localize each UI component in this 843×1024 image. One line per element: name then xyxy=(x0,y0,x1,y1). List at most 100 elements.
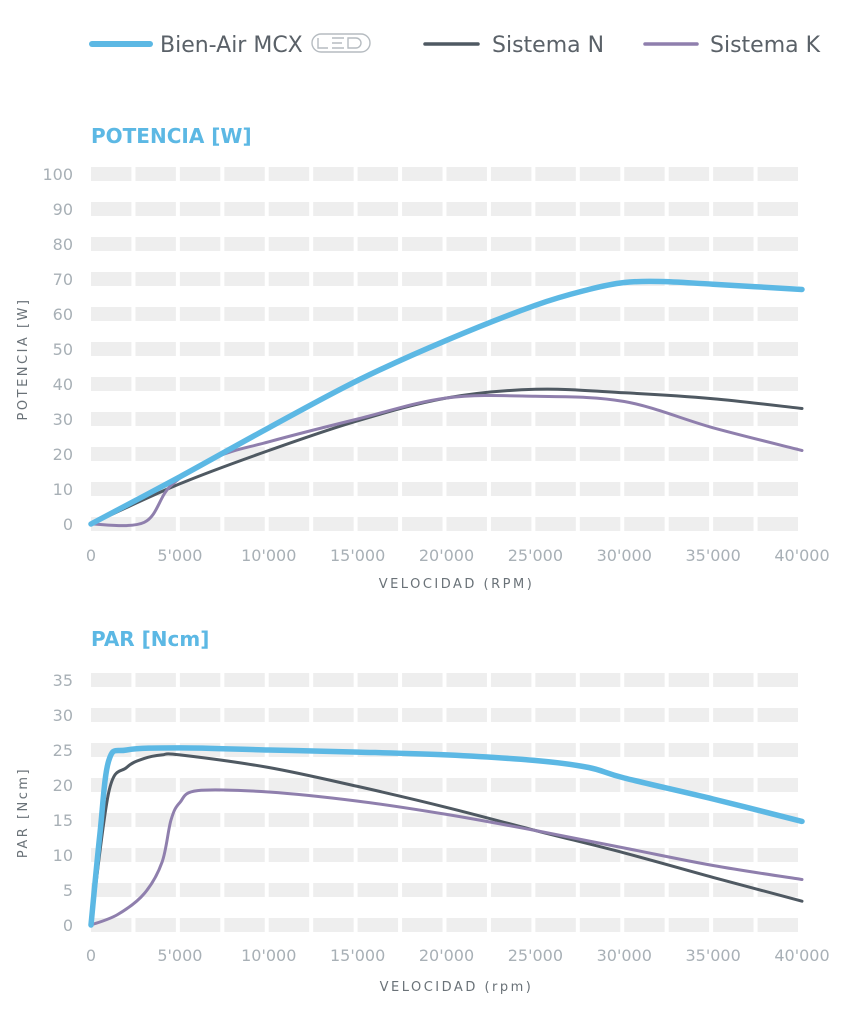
grid-cell xyxy=(91,447,132,461)
grid-cell xyxy=(624,743,665,757)
grid-cell xyxy=(135,237,176,251)
grid-cell xyxy=(313,813,354,827)
x-tick-label: 0 xyxy=(86,546,96,565)
y-tick-label: 60 xyxy=(53,305,73,324)
grid-cell xyxy=(357,848,399,862)
grid-cell xyxy=(179,673,221,687)
grid-cell xyxy=(402,482,443,496)
grid-cell xyxy=(268,883,310,897)
grid-cell xyxy=(757,447,798,461)
y-tick-label: 0 xyxy=(63,916,73,935)
grid-cell xyxy=(490,412,532,426)
grid-cell xyxy=(579,918,621,932)
grid-cell xyxy=(357,447,399,461)
x-tick-label: 10'000 xyxy=(241,946,296,965)
grid-cell xyxy=(757,708,798,722)
grid-cell xyxy=(668,307,710,321)
grid-cell xyxy=(357,673,399,687)
grid-cell xyxy=(713,202,754,216)
grid-cell xyxy=(535,272,576,286)
grid-cell xyxy=(446,673,487,687)
grid-cell xyxy=(402,377,443,391)
grid-cell xyxy=(579,412,621,426)
led-logo-icon xyxy=(311,33,371,53)
grid-cell xyxy=(579,167,621,181)
grid-cell xyxy=(402,272,443,286)
grid-cell xyxy=(402,708,443,722)
x-axis-title: VELOCIDAD (rpm) xyxy=(380,980,534,995)
grid-cell xyxy=(624,167,665,181)
grid-cell xyxy=(624,482,665,496)
grid-cell xyxy=(446,848,487,862)
grid-cell xyxy=(179,167,221,181)
grid-cell xyxy=(402,848,443,862)
grid-cell xyxy=(624,237,665,251)
grid-cell xyxy=(313,708,354,722)
x-tick-label: 20'000 xyxy=(419,946,474,965)
grid-cell xyxy=(446,237,487,251)
grid-cell xyxy=(446,883,487,897)
grid-cell xyxy=(668,447,710,461)
grid-cell xyxy=(402,167,443,181)
grid-cell xyxy=(757,673,798,687)
grid-cell xyxy=(535,237,576,251)
grid-cell xyxy=(402,237,443,251)
x-tick-label: 15'000 xyxy=(330,946,385,965)
grid-cell xyxy=(713,743,754,757)
grid-cell xyxy=(579,673,621,687)
grid-cell xyxy=(446,412,487,426)
grid-cell xyxy=(713,482,754,496)
grid-cell xyxy=(535,167,576,181)
grid-cell xyxy=(757,377,798,391)
grid-cell xyxy=(713,813,754,827)
y-tick-label: 5 xyxy=(63,881,73,900)
grid-cell xyxy=(91,377,132,391)
grid-cell xyxy=(490,778,532,792)
grid-cell xyxy=(624,447,665,461)
grid-cell xyxy=(757,778,798,792)
grid-cell xyxy=(313,167,354,181)
grid-cell xyxy=(224,813,265,827)
y-tick-label: 40 xyxy=(53,375,73,394)
grid-cell xyxy=(757,237,798,251)
grid-cell xyxy=(357,237,399,251)
grid-cell xyxy=(402,447,443,461)
grid-cell xyxy=(135,813,176,827)
grid-cell xyxy=(402,813,443,827)
grid-cell xyxy=(668,342,710,356)
grid-cell xyxy=(268,848,310,862)
grid-cell xyxy=(91,708,132,722)
grid-cell xyxy=(224,202,265,216)
grid-cell xyxy=(268,708,310,722)
x-tick-label: 5'000 xyxy=(157,946,202,965)
grid-cell xyxy=(579,307,621,321)
grid-cell xyxy=(490,918,532,932)
grid-cell xyxy=(579,708,621,722)
grid-cell xyxy=(490,202,532,216)
grid-cell xyxy=(357,342,399,356)
grid-cell xyxy=(135,307,176,321)
grid-cell xyxy=(179,482,221,496)
x-tick-label: 40'000 xyxy=(774,946,829,965)
grid-cell xyxy=(624,813,665,827)
grid-cell xyxy=(402,778,443,792)
grid-cell xyxy=(179,412,221,426)
grid-cell xyxy=(224,883,265,897)
grid xyxy=(91,673,798,932)
grid-cell xyxy=(91,482,132,496)
grid-cell xyxy=(624,377,665,391)
x-tick-label: 30'000 xyxy=(597,946,652,965)
grid-cell xyxy=(535,342,576,356)
grid-cell xyxy=(579,743,621,757)
grid-cell xyxy=(313,342,354,356)
grid-cell xyxy=(91,918,132,932)
grid-cell xyxy=(357,307,399,321)
y-tick-label: 35 xyxy=(53,671,73,690)
grid-cell xyxy=(135,202,176,216)
grid-cell xyxy=(446,482,487,496)
grid-cell xyxy=(579,447,621,461)
grid-cell xyxy=(446,517,487,531)
grid-cell xyxy=(446,272,487,286)
grid-cell xyxy=(224,918,265,932)
grid-cell xyxy=(224,237,265,251)
